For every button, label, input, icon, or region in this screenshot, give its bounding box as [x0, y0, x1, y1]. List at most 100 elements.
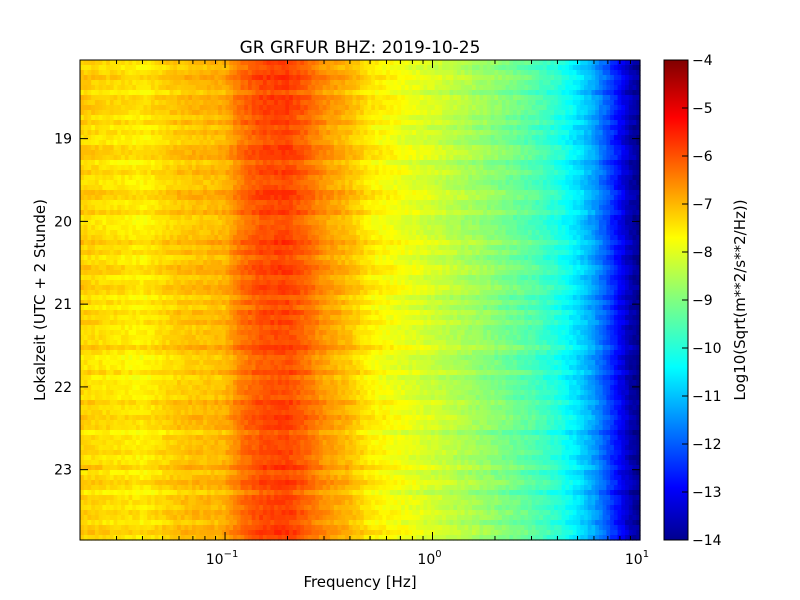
heatmap-cell: [550, 110, 555, 116]
heatmap-cell: [248, 115, 253, 121]
heatmap-cell: [430, 210, 436, 216]
heatmap-cell: [199, 125, 204, 131]
heatmap-cell: [109, 130, 115, 136]
heatmap-cell: [240, 95, 245, 101]
heatmap-cell: [520, 60, 525, 66]
heatmap-cell: [539, 100, 544, 106]
heatmap-cell: [259, 140, 264, 146]
heatmap-cell: [147, 200, 152, 206]
heatmap-cell: [318, 70, 324, 76]
heatmap-cell: [554, 100, 559, 106]
heatmap-cell: [307, 155, 313, 161]
heatmap-cell: [356, 185, 361, 191]
heatmap-cell: [300, 95, 305, 101]
heatmap-cell: [229, 220, 234, 226]
heatmap-cell: [419, 205, 425, 211]
heatmap-cell: [102, 145, 107, 151]
heatmap-cell: [274, 150, 279, 156]
heatmap-cell: [486, 140, 492, 146]
heatmap-cell: [587, 120, 593, 126]
heatmap-cell: [528, 100, 533, 106]
heatmap-cell: [494, 85, 499, 91]
heatmap-cell: [221, 100, 227, 106]
heatmap-cell: [87, 115, 92, 121]
heatmap-cell: [233, 190, 238, 196]
heatmap-cell: [266, 145, 271, 151]
heatmap-cell: [210, 85, 215, 91]
heatmap-cell: [229, 150, 234, 156]
heatmap-cell: [244, 175, 249, 181]
heatmap-cell: [360, 170, 365, 176]
heatmap-cell: [106, 140, 111, 146]
heatmap-cell: [542, 185, 548, 191]
heatmap-cell: [393, 75, 398, 81]
heatmap-cell: [270, 105, 275, 111]
heatmap-cell: [498, 150, 503, 156]
heatmap-cell: [337, 105, 342, 111]
heatmap-cell: [106, 165, 111, 171]
heatmap-cell: [498, 160, 503, 166]
heatmap-cell: [277, 215, 283, 221]
heatmap-cell: [109, 115, 115, 121]
heatmap-cell: [475, 145, 481, 151]
heatmap-cell: [464, 190, 469, 196]
heatmap-cell: [438, 140, 443, 146]
heatmap-cell: [229, 130, 234, 136]
heatmap-cell: [326, 170, 331, 176]
heatmap-cell: [94, 130, 100, 136]
heatmap-cell: [221, 165, 227, 171]
heatmap-cell: [576, 135, 581, 141]
heatmap-cell: [124, 130, 130, 136]
heatmap-cell: [486, 115, 492, 121]
heatmap-cell: [248, 110, 253, 116]
heatmap-cell: [326, 70, 331, 76]
heatmap-cell: [371, 140, 376, 146]
heatmap-cell: [475, 100, 481, 106]
heatmap-cell: [382, 195, 387, 201]
heatmap-cell: [572, 135, 578, 141]
heatmap-cell: [210, 155, 215, 161]
heatmap-cell: [494, 205, 499, 211]
heatmap-cell: [98, 225, 103, 231]
heatmap-cell: [587, 150, 593, 156]
heatmap-cell: [274, 130, 279, 136]
heatmap-cell: [285, 75, 290, 81]
heatmap-cell: [363, 105, 369, 111]
heatmap-cell: [479, 105, 484, 111]
heatmap-cell: [550, 105, 555, 111]
heatmap-cell: [162, 120, 167, 126]
heatmap-cell: [483, 180, 488, 186]
heatmap-cell: [240, 105, 245, 111]
heatmap-cell: [177, 95, 182, 101]
heatmap-cell: [300, 135, 305, 141]
heatmap-cell: [132, 90, 137, 96]
heatmap-cell: [199, 60, 204, 66]
heatmap-cell: [554, 75, 559, 81]
heatmap-cell: [165, 225, 171, 231]
heatmap-cell: [169, 75, 174, 81]
heatmap-cell: [192, 190, 197, 196]
heatmap-cell: [505, 95, 510, 101]
heatmap-cell: [199, 90, 204, 96]
heatmap-cell: [445, 80, 451, 86]
heatmap-cell: [244, 205, 249, 211]
heatmap-cell: [408, 205, 413, 211]
heatmap-cell: [98, 145, 103, 151]
heatmap-cell: [479, 185, 484, 191]
heatmap-cell: [218, 175, 223, 181]
heatmap-cell: [445, 175, 451, 181]
heatmap-cell: [195, 135, 201, 141]
heatmap-cell: [333, 125, 339, 131]
heatmap-cell: [427, 160, 432, 166]
heatmap-cell: [595, 80, 600, 86]
heatmap-cell: [416, 120, 421, 126]
heatmap-cell: [102, 60, 107, 66]
heatmap-cell: [233, 105, 238, 111]
heatmap-cell: [621, 95, 626, 101]
heatmap-cell: [139, 155, 145, 161]
heatmap-cell: [300, 155, 305, 161]
heatmap-cell: [124, 220, 130, 226]
heatmap-cell: [132, 130, 137, 136]
heatmap-cell: [244, 90, 249, 96]
heatmap-cell: [136, 200, 141, 206]
